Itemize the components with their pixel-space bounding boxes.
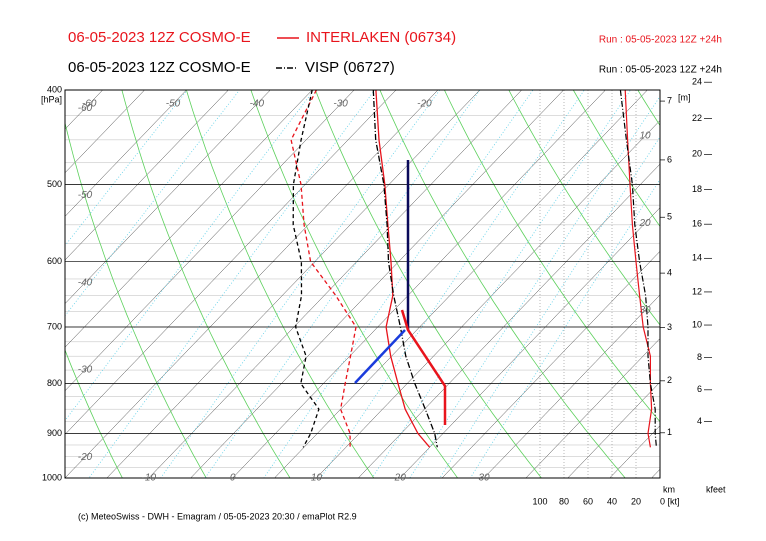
isotherm-label: -50 — [78, 190, 93, 201]
isotherm-label: 20 — [638, 218, 651, 229]
km-tick-label: 2 — [667, 375, 672, 385]
isotherm — [567, 381, 660, 478]
dewpoint-line — [292, 90, 320, 448]
legend-model: 06-05-2023 12Z COSMO-E — [68, 29, 251, 46]
isotherm-label: -30 — [333, 99, 348, 110]
isotherm-label: -60 — [78, 103, 93, 114]
wind-tick-label: 60 — [583, 496, 593, 506]
axes: 100 80 60 40 20 0 [kt]4005006007008009001000[… — [41, 29, 726, 506]
legend-run: Run : 05-05-2023 12Z +24h — [599, 35, 722, 46]
km-tick-label: 6 — [667, 154, 672, 164]
parcel-line — [400, 309, 447, 425]
footer: (c) MeteoSwiss - DWH - Emagram / 05-05-2… — [78, 511, 357, 521]
isotherm-label: -40 — [78, 277, 93, 288]
km-unit: [m] — [678, 92, 691, 102]
kfeet-tick-label: 10 — [692, 319, 702, 329]
mixing-ratio-line — [371, 90, 631, 478]
isotherm — [65, 90, 229, 261]
kfeet-tick-label: 8 — [697, 352, 702, 362]
isotherm-label: -20 — [417, 99, 432, 110]
legend-name: INTERLAKEN (06734) — [306, 29, 456, 46]
y-unit: [hPa] — [41, 94, 62, 104]
isotherm — [525, 338, 660, 478]
dry-adiabat — [572, 90, 660, 228]
kfeet-tick-label: 6 — [697, 384, 702, 394]
isotherm-label: -60 — [82, 99, 97, 110]
kfeet-tick-label: 20 — [692, 149, 702, 159]
km-label: km — [663, 484, 675, 494]
y-tick-label: 800 — [47, 378, 62, 388]
km-tick-label: 3 — [667, 322, 672, 332]
plot-frame — [64, 89, 661, 479]
kfeet-tick-label: 18 — [692, 184, 702, 194]
y-tick-label: 900 — [47, 428, 62, 438]
y-tick-label: 600 — [47, 256, 62, 266]
mixing-ratio-line — [65, 90, 241, 317]
isotherm — [65, 90, 187, 217]
mixing-ratio-line — [469, 178, 660, 478]
isotherm-label: 10 — [639, 131, 651, 142]
wind-tick-label: 0 [kt] — [660, 496, 680, 506]
parcel-lines — [354, 160, 447, 425]
temperature-line — [375, 90, 431, 448]
kfeet-tick-label: 12 — [692, 286, 702, 296]
x-tick-label: 20 — [394, 473, 407, 484]
y-tick-label: 400 — [47, 84, 62, 94]
legend-run: Run : 05-05-2023 12Z +24h — [599, 65, 722, 76]
km-tick-label: 4 — [667, 267, 672, 277]
wind-tick-label: 20 — [631, 496, 641, 506]
kfeet-tick-label: 24 — [692, 77, 702, 87]
dry-adiabat — [508, 90, 660, 326]
isotherm — [65, 90, 271, 305]
background-lines — [65, 90, 660, 478]
legend-name: VISP (06727) — [305, 59, 395, 76]
dry-adiabat — [65, 348, 123, 478]
wind-speed-line — [619, 90, 657, 448]
x-tick-label: 10 — [311, 473, 323, 484]
wind-tick-label: 80 — [559, 496, 569, 506]
temperature-line — [372, 90, 438, 448]
mixing-ratio-line — [409, 95, 660, 478]
x-tick-label: 0 — [230, 473, 236, 484]
km-tick-label: 7 — [667, 95, 672, 105]
legend-model: 06-05-2023 12Z COSMO-E — [68, 59, 251, 76]
wind-tick-label: 100 — [532, 496, 547, 506]
y-tick-label: 500 — [47, 179, 62, 189]
isotherm-label: -50 — [166, 99, 181, 110]
y-tick-label: 1000 — [42, 472, 62, 482]
x-tick-label: 30 — [478, 473, 490, 484]
kfeet-tick-label: 14 — [692, 253, 702, 263]
isotherm-label: -20 — [78, 452, 93, 463]
mixing-ratio-line — [160, 90, 441, 478]
isotherm-label: -40 — [250, 99, 265, 110]
profiles — [290, 90, 657, 448]
km-tick-label: 5 — [667, 212, 672, 222]
km-tick-label: 1 — [667, 427, 672, 437]
kfeet-tick-label: 22 — [692, 113, 702, 123]
dewpoint-line — [290, 90, 357, 448]
kfeet-tick-label: 16 — [692, 219, 702, 229]
isotherm-label: 30 — [639, 305, 651, 316]
parcel-line — [354, 329, 406, 384]
isotherm-label: -30 — [78, 365, 93, 376]
x-tick-label: -10 — [142, 473, 157, 484]
kfeet-label: kfeet — [706, 484, 726, 494]
y-tick-label: 700 — [47, 321, 62, 331]
kfeet-tick-label: 4 — [697, 416, 702, 426]
wind-tick-label: 40 — [607, 496, 617, 506]
wind-speed-line — [624, 90, 653, 448]
isotherm — [609, 425, 660, 478]
